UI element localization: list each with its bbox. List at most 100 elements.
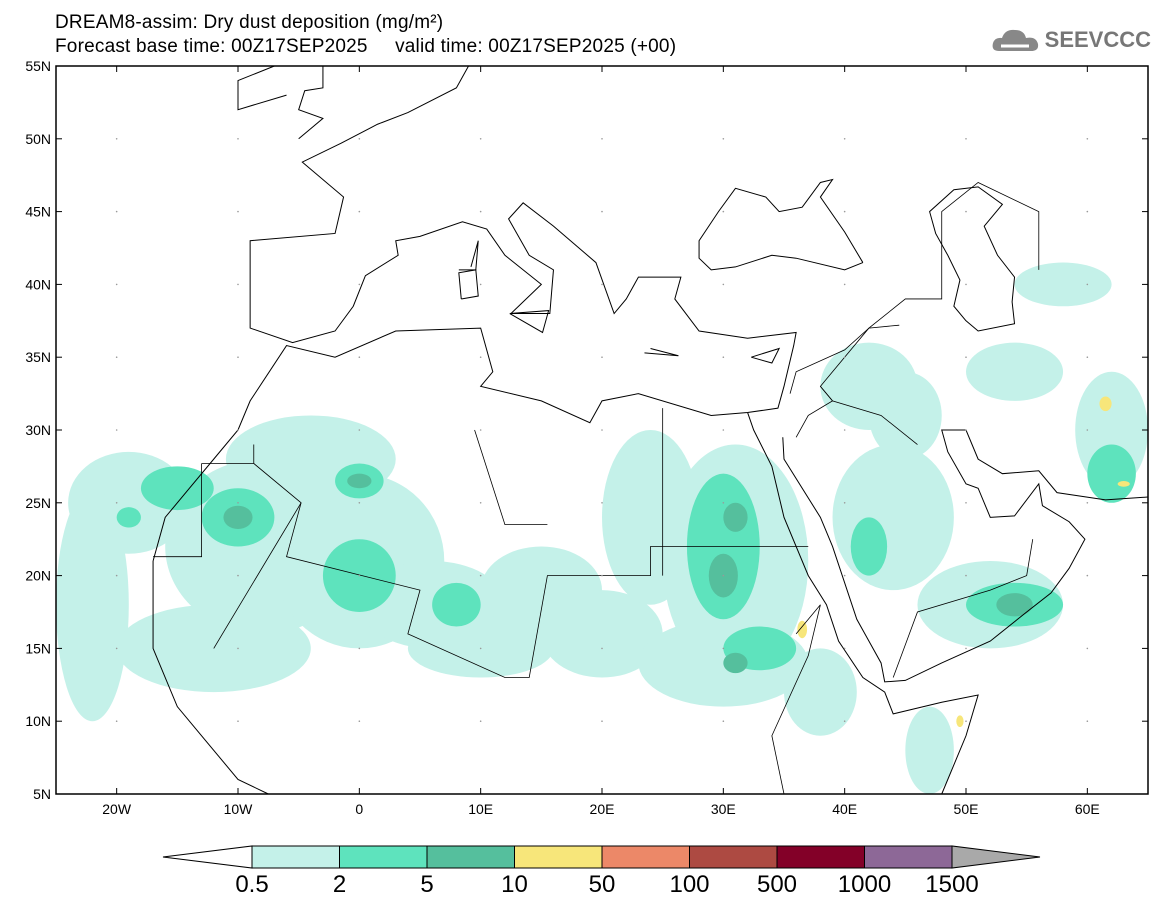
grid-dot <box>358 429 361 431</box>
grid-dot <box>479 356 482 359</box>
country-border <box>789 324 900 394</box>
grid-dot <box>237 647 239 650</box>
grid-dot <box>722 647 725 650</box>
grid-dot <box>722 210 725 213</box>
grid-dot <box>601 138 603 140</box>
grid-dot <box>1086 574 1089 577</box>
dust-contour <box>56 488 129 722</box>
colorbar-label: 50 <box>589 871 616 898</box>
lat-label: 35N <box>25 349 51 365</box>
country-border <box>474 429 548 526</box>
grid-dot <box>358 647 361 650</box>
dust-contour <box>723 652 748 674</box>
lon-label: 20E <box>590 801 615 817</box>
grid-dot <box>601 356 603 359</box>
grid-dot <box>722 356 725 359</box>
dust-contour <box>797 620 808 639</box>
grid-dot <box>965 647 967 650</box>
grid-dot <box>358 502 361 504</box>
dust-contour <box>432 582 481 627</box>
grid-dot <box>115 647 118 650</box>
colorbar-label: 1500 <box>925 871 978 898</box>
grid-dot <box>601 720 603 722</box>
country-border <box>213 502 302 649</box>
grid-dot <box>1086 138 1089 140</box>
lon-label: 20W <box>102 801 132 817</box>
grid-dot <box>479 574 482 577</box>
grid-dot <box>722 138 725 140</box>
grid-dot <box>601 647 603 650</box>
grid-dot <box>237 429 239 431</box>
colorbar-label: 100 <box>669 871 709 898</box>
grid-dot <box>115 574 118 577</box>
colorbar-segment <box>514 845 603 869</box>
grid-dot <box>722 429 725 431</box>
grid-dot <box>479 502 482 504</box>
lon-label: 30E <box>711 801 736 817</box>
lat-label: 25N <box>25 495 51 511</box>
valid-time: valid time: 00Z17SEP2025 (+00) <box>395 36 677 57</box>
lat-label: 5N <box>33 786 51 802</box>
grid-dot <box>479 283 482 286</box>
dust-contour <box>116 507 141 528</box>
coastline <box>152 561 269 795</box>
grid-dot <box>1086 210 1089 213</box>
colorbar-label: 10 <box>501 871 528 898</box>
grid-dot <box>722 574 725 577</box>
grid-dot <box>115 720 118 722</box>
lat-label: 20N <box>25 568 51 584</box>
grid-dot <box>722 283 725 286</box>
colorbar-segment <box>864 845 953 869</box>
dust-contour <box>1117 480 1130 487</box>
dust-contour <box>1087 444 1136 503</box>
dust-contour <box>541 590 663 678</box>
colorbar-segment <box>776 845 865 869</box>
grid-dot <box>843 356 846 359</box>
lat-label: 55N <box>25 58 51 74</box>
grid-dot <box>358 283 361 286</box>
grid-dot <box>358 356 361 359</box>
grid-dot <box>115 138 118 140</box>
grid-dot <box>237 720 239 722</box>
grid-dot <box>601 429 603 431</box>
dust-contour <box>868 371 942 460</box>
lat-label: 45N <box>25 204 51 220</box>
grid-dot <box>843 210 846 213</box>
coastline <box>458 240 479 271</box>
lon-label: 10E <box>468 801 493 817</box>
grid-dot <box>965 429 967 431</box>
lon-label: 50E <box>954 801 979 817</box>
country-border <box>795 386 834 438</box>
dust-contour <box>723 502 748 532</box>
colorbar-segment <box>689 845 778 869</box>
dust-field-layer <box>56 262 1148 794</box>
seevccc-logo: SEEVCCC <box>991 27 1151 53</box>
colorbar-label: 1000 <box>838 871 891 898</box>
grid-dot <box>965 356 967 359</box>
grid-dot <box>237 210 239 213</box>
coastline <box>237 65 287 111</box>
grid-dot <box>358 574 361 577</box>
coastline <box>751 347 781 364</box>
grid-dot <box>843 138 846 140</box>
dust-contour <box>966 342 1064 401</box>
grid-dot <box>479 138 482 140</box>
dust-contour <box>140 466 214 511</box>
grid-dot <box>115 429 118 431</box>
country-border <box>892 539 1034 678</box>
grid-dot <box>479 720 482 722</box>
lon-label: 0 <box>355 801 363 817</box>
grid-dot <box>358 720 361 722</box>
colorbar-segment <box>426 845 515 869</box>
grid-dot <box>601 283 603 286</box>
coastline <box>747 412 979 795</box>
grid-dot <box>1086 647 1089 650</box>
coastline-layer <box>152 65 1149 795</box>
grid-dot <box>479 647 482 650</box>
grid-dot <box>1086 356 1089 359</box>
lat-label: 40N <box>25 276 51 292</box>
coastline <box>152 65 797 562</box>
grid-dot <box>843 647 846 650</box>
grid-dot <box>965 138 967 140</box>
